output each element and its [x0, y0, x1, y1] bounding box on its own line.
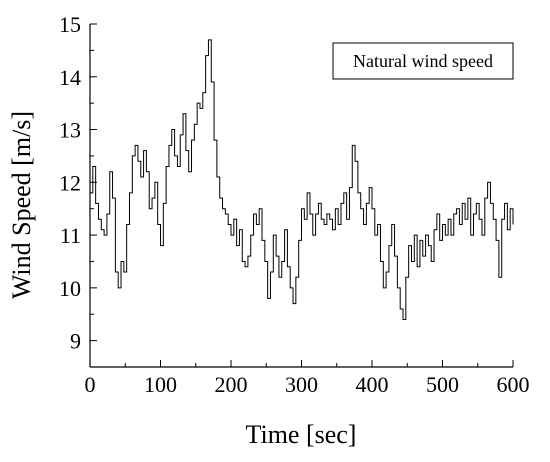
- axis-tick-labels: 0 100 200 300 400 500 600 9 10 11 12 13 14 15: [59, 12, 530, 397]
- y-tick-label: 11: [60, 223, 81, 248]
- series-line-0: [90, 39, 514, 321]
- legend-box: [332, 42, 514, 80]
- y-tick-label: 10: [59, 276, 81, 301]
- x-tick-label: 0: [85, 372, 96, 397]
- y-tick-label: 13: [59, 118, 81, 143]
- y-tick-label: 12: [59, 170, 81, 195]
- x-tick-label: 200: [215, 372, 248, 397]
- legend-label: Natural wind speed: [353, 51, 493, 71]
- x-tick-label: 300: [285, 372, 318, 397]
- y-tick-label: 9: [70, 329, 81, 354]
- x-tick-label: 400: [356, 372, 389, 397]
- x-tick-label: 500: [426, 372, 459, 397]
- x-axis-title: Time [sec]: [246, 420, 357, 449]
- x-tick-label: 600: [497, 372, 530, 397]
- legend: Natural wind speed: [332, 42, 514, 80]
- x-tick-label: 100: [144, 372, 177, 397]
- y-axis-title: Wind Speed [m/s]: [7, 111, 36, 299]
- series-layer: [90, 39, 514, 321]
- y-tick-label: 15: [59, 12, 81, 37]
- y-tick-label: 14: [59, 65, 81, 90]
- axis-ticks: [89, 23, 514, 368]
